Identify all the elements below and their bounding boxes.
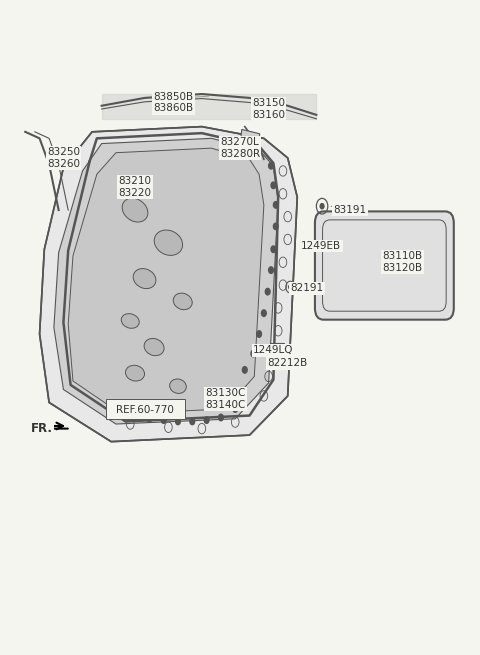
Text: 83130C
83140C: 83130C 83140C	[205, 388, 246, 410]
Polygon shape	[68, 148, 264, 413]
Circle shape	[274, 202, 278, 208]
Ellipse shape	[154, 230, 182, 255]
FancyBboxPatch shape	[107, 400, 185, 419]
Ellipse shape	[133, 269, 156, 289]
Circle shape	[218, 414, 223, 421]
Ellipse shape	[144, 339, 164, 356]
Circle shape	[190, 418, 195, 424]
Circle shape	[320, 204, 324, 209]
Circle shape	[176, 418, 180, 424]
Circle shape	[233, 405, 238, 412]
Ellipse shape	[125, 365, 144, 381]
Text: 83270L
83280R: 83270L 83280R	[220, 138, 260, 159]
Circle shape	[265, 288, 270, 295]
Circle shape	[288, 285, 291, 289]
Bar	[240, 130, 260, 148]
Circle shape	[130, 412, 135, 419]
Circle shape	[257, 331, 262, 337]
Ellipse shape	[169, 379, 186, 394]
Circle shape	[269, 267, 274, 273]
Circle shape	[242, 367, 247, 373]
Text: 83250
83260: 83250 83260	[47, 147, 80, 169]
Circle shape	[271, 182, 276, 189]
Text: 83110B
83120B: 83110B 83120B	[382, 252, 422, 273]
Circle shape	[204, 417, 209, 423]
Text: FR.: FR.	[31, 422, 53, 435]
Text: 83850B
83860B: 83850B 83860B	[153, 92, 193, 113]
Polygon shape	[39, 126, 297, 441]
Circle shape	[269, 162, 274, 169]
Ellipse shape	[121, 314, 139, 328]
Text: 83210
83220: 83210 83220	[119, 176, 152, 198]
Text: 1249EB: 1249EB	[301, 241, 341, 251]
Circle shape	[251, 350, 256, 357]
Polygon shape	[54, 138, 278, 424]
Text: 83191: 83191	[333, 205, 366, 215]
Text: 82191: 82191	[290, 284, 324, 293]
Text: 83150
83160: 83150 83160	[252, 98, 285, 120]
Ellipse shape	[173, 293, 192, 310]
Text: REF.60-770: REF.60-770	[116, 405, 173, 415]
Circle shape	[271, 246, 276, 252]
Text: 1249LQ: 1249LQ	[253, 345, 294, 355]
Circle shape	[161, 417, 166, 423]
Circle shape	[147, 415, 152, 422]
Ellipse shape	[122, 198, 148, 222]
Circle shape	[274, 223, 278, 230]
Bar	[270, 343, 284, 354]
Circle shape	[262, 310, 266, 316]
Text: 82212B: 82212B	[267, 358, 308, 368]
FancyBboxPatch shape	[315, 212, 454, 320]
